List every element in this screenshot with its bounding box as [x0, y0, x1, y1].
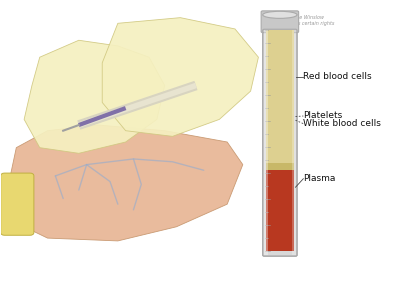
Bar [266, 30, 294, 163]
Ellipse shape [263, 11, 297, 18]
FancyBboxPatch shape [261, 11, 299, 33]
Text: Plasma: Plasma [303, 174, 336, 183]
Text: Red blood cells: Red blood cells [303, 72, 372, 82]
Bar [266, 163, 294, 170]
Text: Platelets: Platelets [303, 112, 342, 120]
Polygon shape [102, 18, 258, 136]
FancyBboxPatch shape [263, 29, 297, 256]
FancyBboxPatch shape [1, 173, 34, 235]
Bar [264, 30, 268, 255]
Bar [292, 30, 296, 255]
Text: White blood cells: White blood cells [303, 119, 381, 128]
Polygon shape [8, 125, 243, 241]
Polygon shape [24, 40, 165, 153]
Text: © 2001 Terese Winslow
U.S. Govt. has certain rights: © 2001 Terese Winslow U.S. Govt. has cer… [266, 15, 334, 26]
Bar [266, 170, 294, 251]
